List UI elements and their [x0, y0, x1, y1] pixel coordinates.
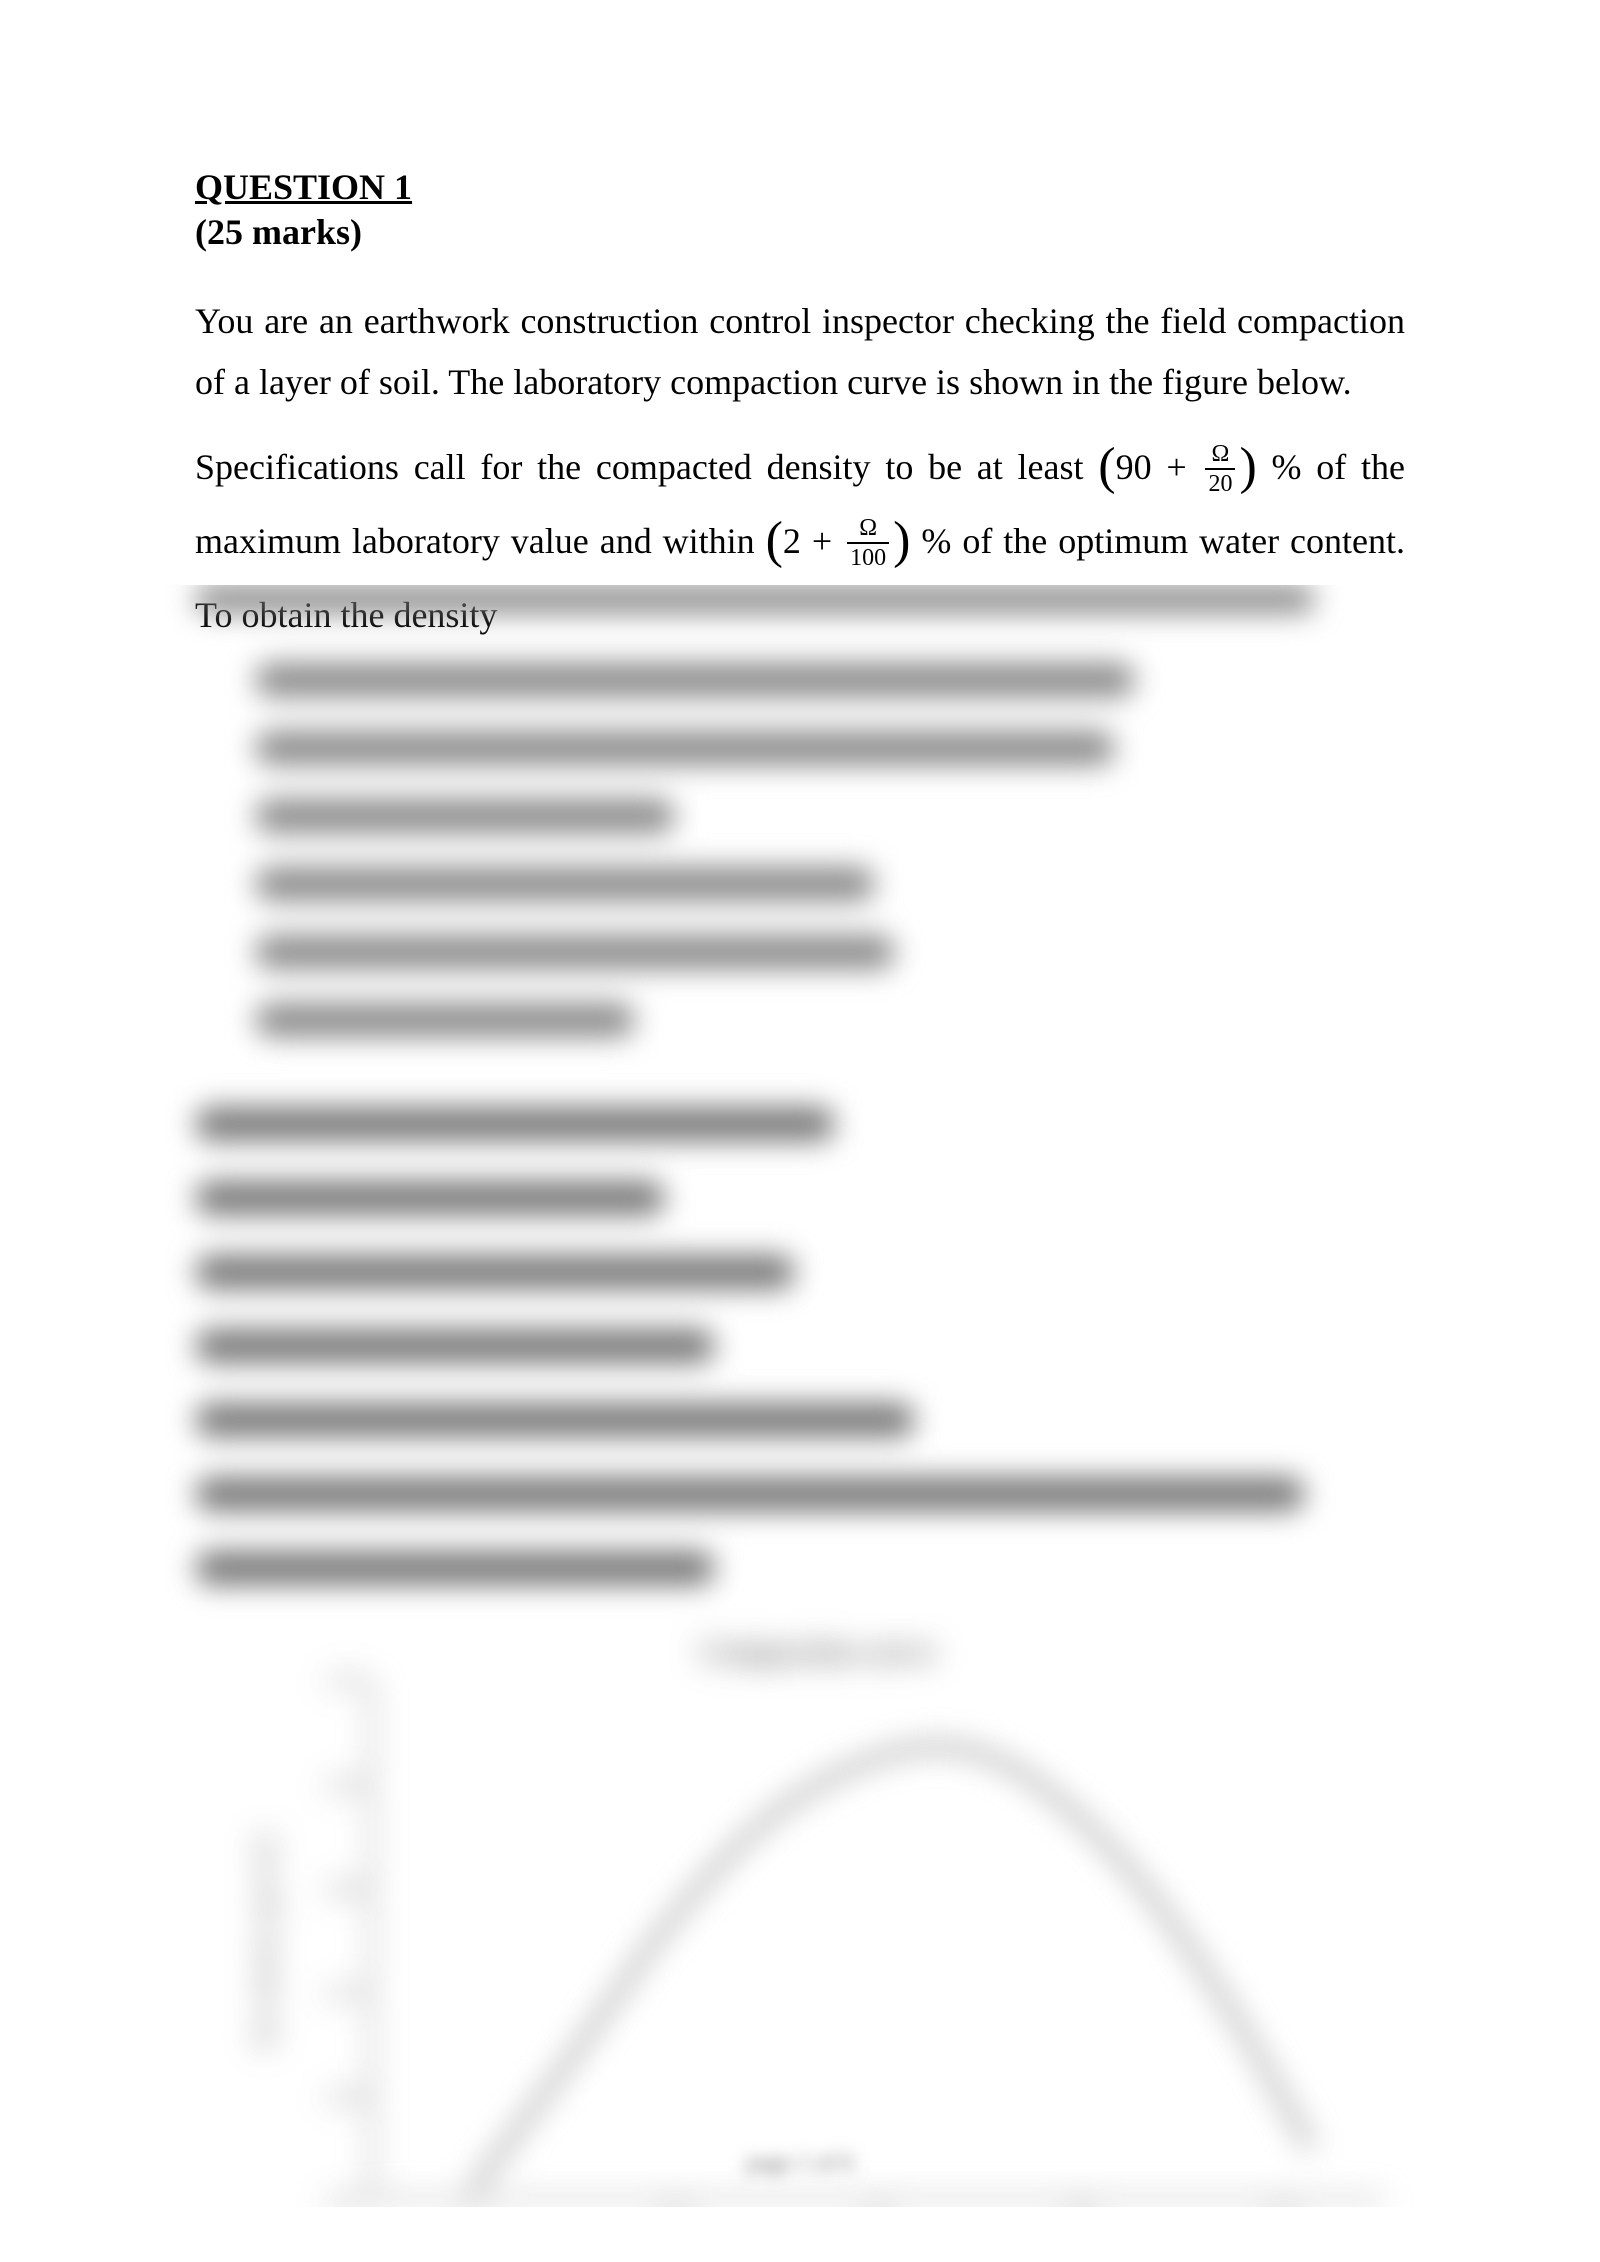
blurred-question	[195, 1403, 915, 1437]
intro-paragraph: You are an earthwork construction contro…	[195, 291, 1405, 413]
chart-ytick: 1.70	[324, 1668, 363, 1694]
pct-1: %	[1257, 447, 1302, 487]
fraction-2: Ω100	[846, 514, 890, 572]
document-page: QUESTION 1 (25 marks) You are an earthwo…	[0, 0, 1600, 2262]
blurred-bullet-list	[255, 663, 1405, 1037]
chart-curve-svg	[374, 1681, 1385, 2197]
chart-yticks: 1.451.501.551.601.651.70	[300, 1681, 370, 2201]
blurred-bullet	[255, 1003, 635, 1037]
compaction-curve-path	[475, 1747, 1309, 2187]
blurred-subquestions	[195, 1107, 1405, 1585]
blurred-bullet	[255, 731, 1115, 765]
frac2-num: Ω	[846, 514, 890, 542]
paren-close-2: )	[893, 512, 910, 569]
blurred-question	[195, 1255, 795, 1289]
paren-close-1: )	[1239, 438, 1256, 495]
chart-ytick: 1.60	[324, 1876, 363, 1902]
question-marks: (25 marks)	[195, 210, 1405, 255]
page-number: page 1 of 6	[0, 2150, 1600, 2177]
paren-open-1: (	[1098, 438, 1115, 495]
blurred-bullet	[255, 867, 875, 901]
question-number: QUESTION 1	[195, 165, 1405, 210]
term2-const: 2 +	[783, 521, 843, 561]
chart-xtick: 15	[776, 2201, 979, 2207]
frac2-den: 100	[846, 544, 890, 572]
spec-expr-2: (2 + Ω100) %	[766, 521, 952, 561]
blurred-question	[195, 1107, 835, 1141]
chart-xtick: 20	[979, 2201, 1182, 2207]
chart-plot-region	[370, 1681, 1385, 2201]
frac1-num: Ω	[1204, 440, 1236, 468]
chart-title: Compaction curve	[250, 1635, 1385, 1669]
blurred-bullet	[255, 663, 1135, 697]
compaction-chart: Compaction curve Dry density (gr/cm³) 1.…	[250, 1635, 1385, 2207]
blurred-question	[195, 1181, 665, 1215]
spec-text: Specifications call for the compacted de…	[195, 447, 1098, 487]
blurred-question	[195, 1477, 1305, 1511]
blurred-content-region: Compaction curve Dry density (gr/cm³) 1.…	[105, 585, 1495, 2207]
blurred-tail-line	[195, 585, 1315, 613]
spec-expr-1: (90 + Ω20) %	[1098, 447, 1301, 487]
paren-open-2: (	[766, 512, 783, 569]
chart-xticks: 510152025	[250, 2201, 1385, 2207]
chart-area: Dry density (gr/cm³) 1.451.501.551.601.6…	[250, 1681, 1385, 2201]
fraction-1: Ω20	[1204, 440, 1236, 498]
pct-2: %	[910, 521, 951, 561]
blurred-bullet	[255, 935, 895, 969]
term1-const: 90 +	[1116, 447, 1202, 487]
chart-ytick: 1.55	[324, 1980, 363, 2006]
blurred-question	[195, 1329, 715, 1363]
chart-ytick: 1.50	[324, 2084, 363, 2110]
chart-ylabel: Dry density (gr/cm³)	[250, 1681, 300, 2201]
chart-xtick: 10	[573, 2201, 776, 2207]
blurred-bullet	[255, 799, 675, 833]
blurred-question	[195, 1551, 715, 1585]
chart-ytick: 1.65	[324, 1772, 363, 1798]
frac1-den: 20	[1204, 470, 1236, 498]
chart-xtick: 5	[370, 2201, 573, 2207]
chart-xtick: 25	[1182, 2201, 1385, 2207]
